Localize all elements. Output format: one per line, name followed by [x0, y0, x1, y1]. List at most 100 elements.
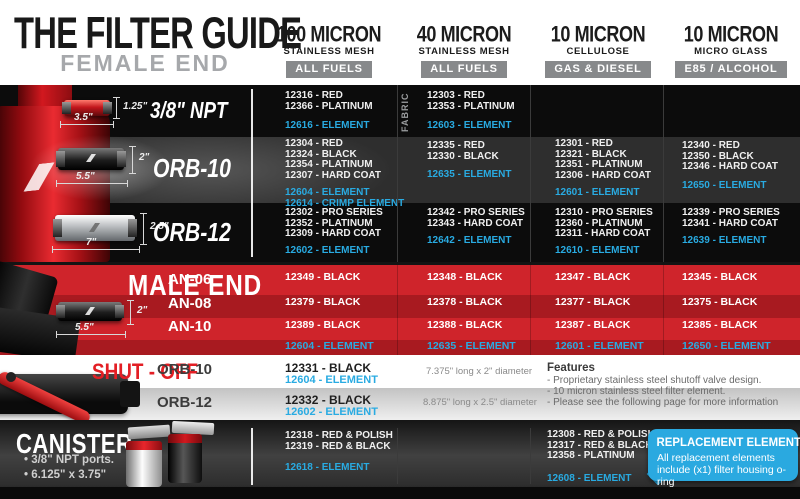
canister-silver-body — [126, 450, 162, 487]
cell-orb12-cellulose: 12310 - PRO SERIES 12360 - PLATINUM 12311 … — [555, 207, 653, 240]
dimension-bracket-width — [56, 180, 128, 187]
cell-an08-cellulose: 12377 - BLACK — [555, 296, 631, 308]
cell-npt-40micron: 12303 - RED 12353 - PLATINUM — [427, 90, 515, 112]
column-header-100-micron: 100 MICRON STAINLESS MESH ALL FUELS — [262, 21, 396, 78]
cell-an06-cellulose: 12347 - BLACK — [555, 271, 631, 283]
inline-filter-black-photo — [56, 148, 126, 170]
dimension-width-label: 7" — [86, 237, 97, 248]
inline-filter-red-photo — [62, 100, 112, 116]
element-number: 12603 - ELEMENT — [427, 120, 512, 131]
column-micron-label: 10 MICRON — [550, 21, 646, 47]
cell-orb12-40micron: 12342 - PRO SERIES 12343 - HARD COAT — [427, 207, 525, 229]
canister-bracket-photo — [171, 420, 215, 436]
cell-canister-100micron-elements: 12618 - ELEMENT — [285, 462, 369, 474]
cell-orb12-microglass-elements: 12639 - ELEMENT — [682, 235, 766, 247]
element-number: 12604 - ELEMENT — [285, 187, 370, 198]
dimension-width-label: 5.5" — [76, 171, 95, 182]
male-element-100micron: 12604 - ELEMENT — [285, 340, 374, 352]
fuel-badge: ALL FUELS — [421, 61, 507, 78]
fuel-badge: ALL FUELS — [286, 61, 372, 78]
part-number: 12316 - RED — [285, 90, 343, 101]
cell-orb12-100micron-elements: 12602 - ELEMENT — [285, 245, 369, 257]
shutoff-valve-pivot — [6, 372, 16, 382]
part-number: 12346 - HARD COAT — [682, 161, 778, 173]
dimension-bracket-height — [113, 97, 120, 119]
cell-an08-40micron: 12378 - BLACK — [427, 296, 503, 308]
dimension-width-label: 5.5" — [75, 322, 94, 333]
part-number: 12353 - PLATINUM — [427, 100, 515, 112]
part-number: 12319 - RED & BLACK — [285, 440, 391, 452]
cell-orb10-40micron-elements: 12635 - ELEMENT — [427, 169, 512, 181]
male-element-40micron: 12635 - ELEMENT — [427, 340, 516, 352]
dimension-bracket-width — [52, 246, 140, 253]
filter-end-fitting — [56, 151, 65, 167]
callout-body: All replacement elements include (x1) fi… — [657, 452, 786, 488]
cell-an10-microglass: 12385 - BLACK — [682, 319, 758, 331]
element-number: 12635 - ELEMENT — [427, 169, 512, 180]
male-end-section — [0, 262, 800, 358]
part-number: 12342 - PRO SERIES — [427, 207, 525, 218]
label-column-divider — [251, 428, 253, 485]
cell-orb10-40micron: 12335 - RED 12330 - BLACK — [427, 140, 499, 162]
part-number: 12308 - RED & POLISH — [547, 429, 655, 440]
filter-end-fitting — [56, 304, 65, 319]
dimension-height-label: 2" — [137, 305, 148, 316]
cell-orb10-microglass: 12340 - RED 12350 - BLACK 12346 - HARD COA… — [682, 140, 778, 173]
column-material-label: CELLULOSE — [566, 46, 630, 57]
replacement-elements-callout: REPLACEMENT ELEMENTS All replacement ele… — [648, 429, 800, 488]
part-number: 12340 - RED — [682, 140, 740, 151]
column-micron-label: 40 MICRON — [416, 21, 512, 47]
part-number: 12317 - RED & BLACK — [547, 439, 653, 451]
column-material-label: STAINLESS MESH — [283, 46, 375, 57]
column-divider — [397, 85, 398, 262]
bottom-black-strip — [0, 487, 800, 499]
inline-filter-black-photo — [56, 302, 124, 321]
part-number: 12366 - PLATINUM — [285, 100, 373, 112]
part-number: 12309 - HARD COAT — [285, 228, 381, 240]
male-end-heading: MALE END — [128, 270, 263, 302]
part-number: 12343 - HARD COAT — [427, 217, 523, 229]
cell-canister-100micron: 12318 - RED & POLISH 12319 - RED & BLACK — [285, 430, 393, 452]
feature-item: - Proprietary stainless steel shutoff va… — [547, 375, 762, 386]
column-divider — [663, 85, 664, 262]
filter-end-fitting — [128, 218, 137, 238]
shutoff-orb12-size: 8.875" long x 2.5" diameter — [423, 397, 537, 408]
fuel-badge: E85 / ALCOHOL — [675, 61, 787, 78]
callout-title: REPLACEMENT ELEMENTS — [656, 435, 800, 449]
cell-an06-40micron: 12348 - BLACK — [427, 271, 503, 283]
part-number: 12360 - PLATINUM — [555, 217, 643, 229]
part-number: 12341 - HARD COAT — [682, 217, 778, 229]
dimension-bracket-height — [129, 146, 136, 174]
dimension-bracket-width — [56, 331, 126, 338]
male-element-cellulose: 12601 - ELEMENT — [555, 340, 644, 352]
row-label-an10: AN-10 — [168, 318, 212, 335]
column-material-label: MICRO GLASS — [694, 46, 768, 57]
aeromotive-logo-mark — [85, 307, 95, 315]
male-row-stripe — [0, 295, 800, 318]
row-label-npt: 3/8" NPT — [150, 97, 228, 124]
row-label-an06: AN-06 — [168, 271, 212, 288]
cell-an08-100micron: 12379 - BLACK — [285, 296, 361, 308]
dimension-bracket-height — [127, 300, 134, 325]
shutoff-orb10-size: 7.375" long x 2" diameter — [426, 366, 533, 377]
filter-end-fitting — [115, 304, 124, 319]
row-label-orb12: ORB-12 — [153, 218, 231, 248]
column-micron-label: 10 MICRON — [683, 21, 779, 47]
column-divider — [530, 265, 531, 355]
part-number: 12301 - RED — [555, 138, 613, 149]
male-row-stripe — [0, 340, 800, 357]
dimension-bracket-width — [60, 121, 114, 128]
cell-an10-cellulose: 12387 - BLACK — [555, 319, 631, 331]
row-npt-background — [0, 85, 800, 137]
cell-an10-100micron: 12389 - BLACK — [285, 319, 361, 331]
row-orb10-background — [0, 137, 800, 203]
shutoff-orb12-part: 12332 - BLACK — [285, 393, 372, 407]
feature-item: - 10 micron stainless steel filter eleme… — [547, 386, 726, 397]
row-label-an08: AN-08 — [168, 295, 212, 312]
fabric-note: FABRIC — [400, 92, 410, 133]
part-number: 12318 - RED & POLISH — [285, 430, 393, 441]
shutoff-valve-outlet — [120, 381, 140, 407]
male-element-microglass: 12650 - ELEMENT — [682, 340, 771, 352]
part-number: 12351 - PLATINUM — [555, 159, 643, 171]
cell-orb10-100micron: 12304 - RED 12324 - BLACK 12354 - PLATINUM… — [285, 138, 381, 181]
